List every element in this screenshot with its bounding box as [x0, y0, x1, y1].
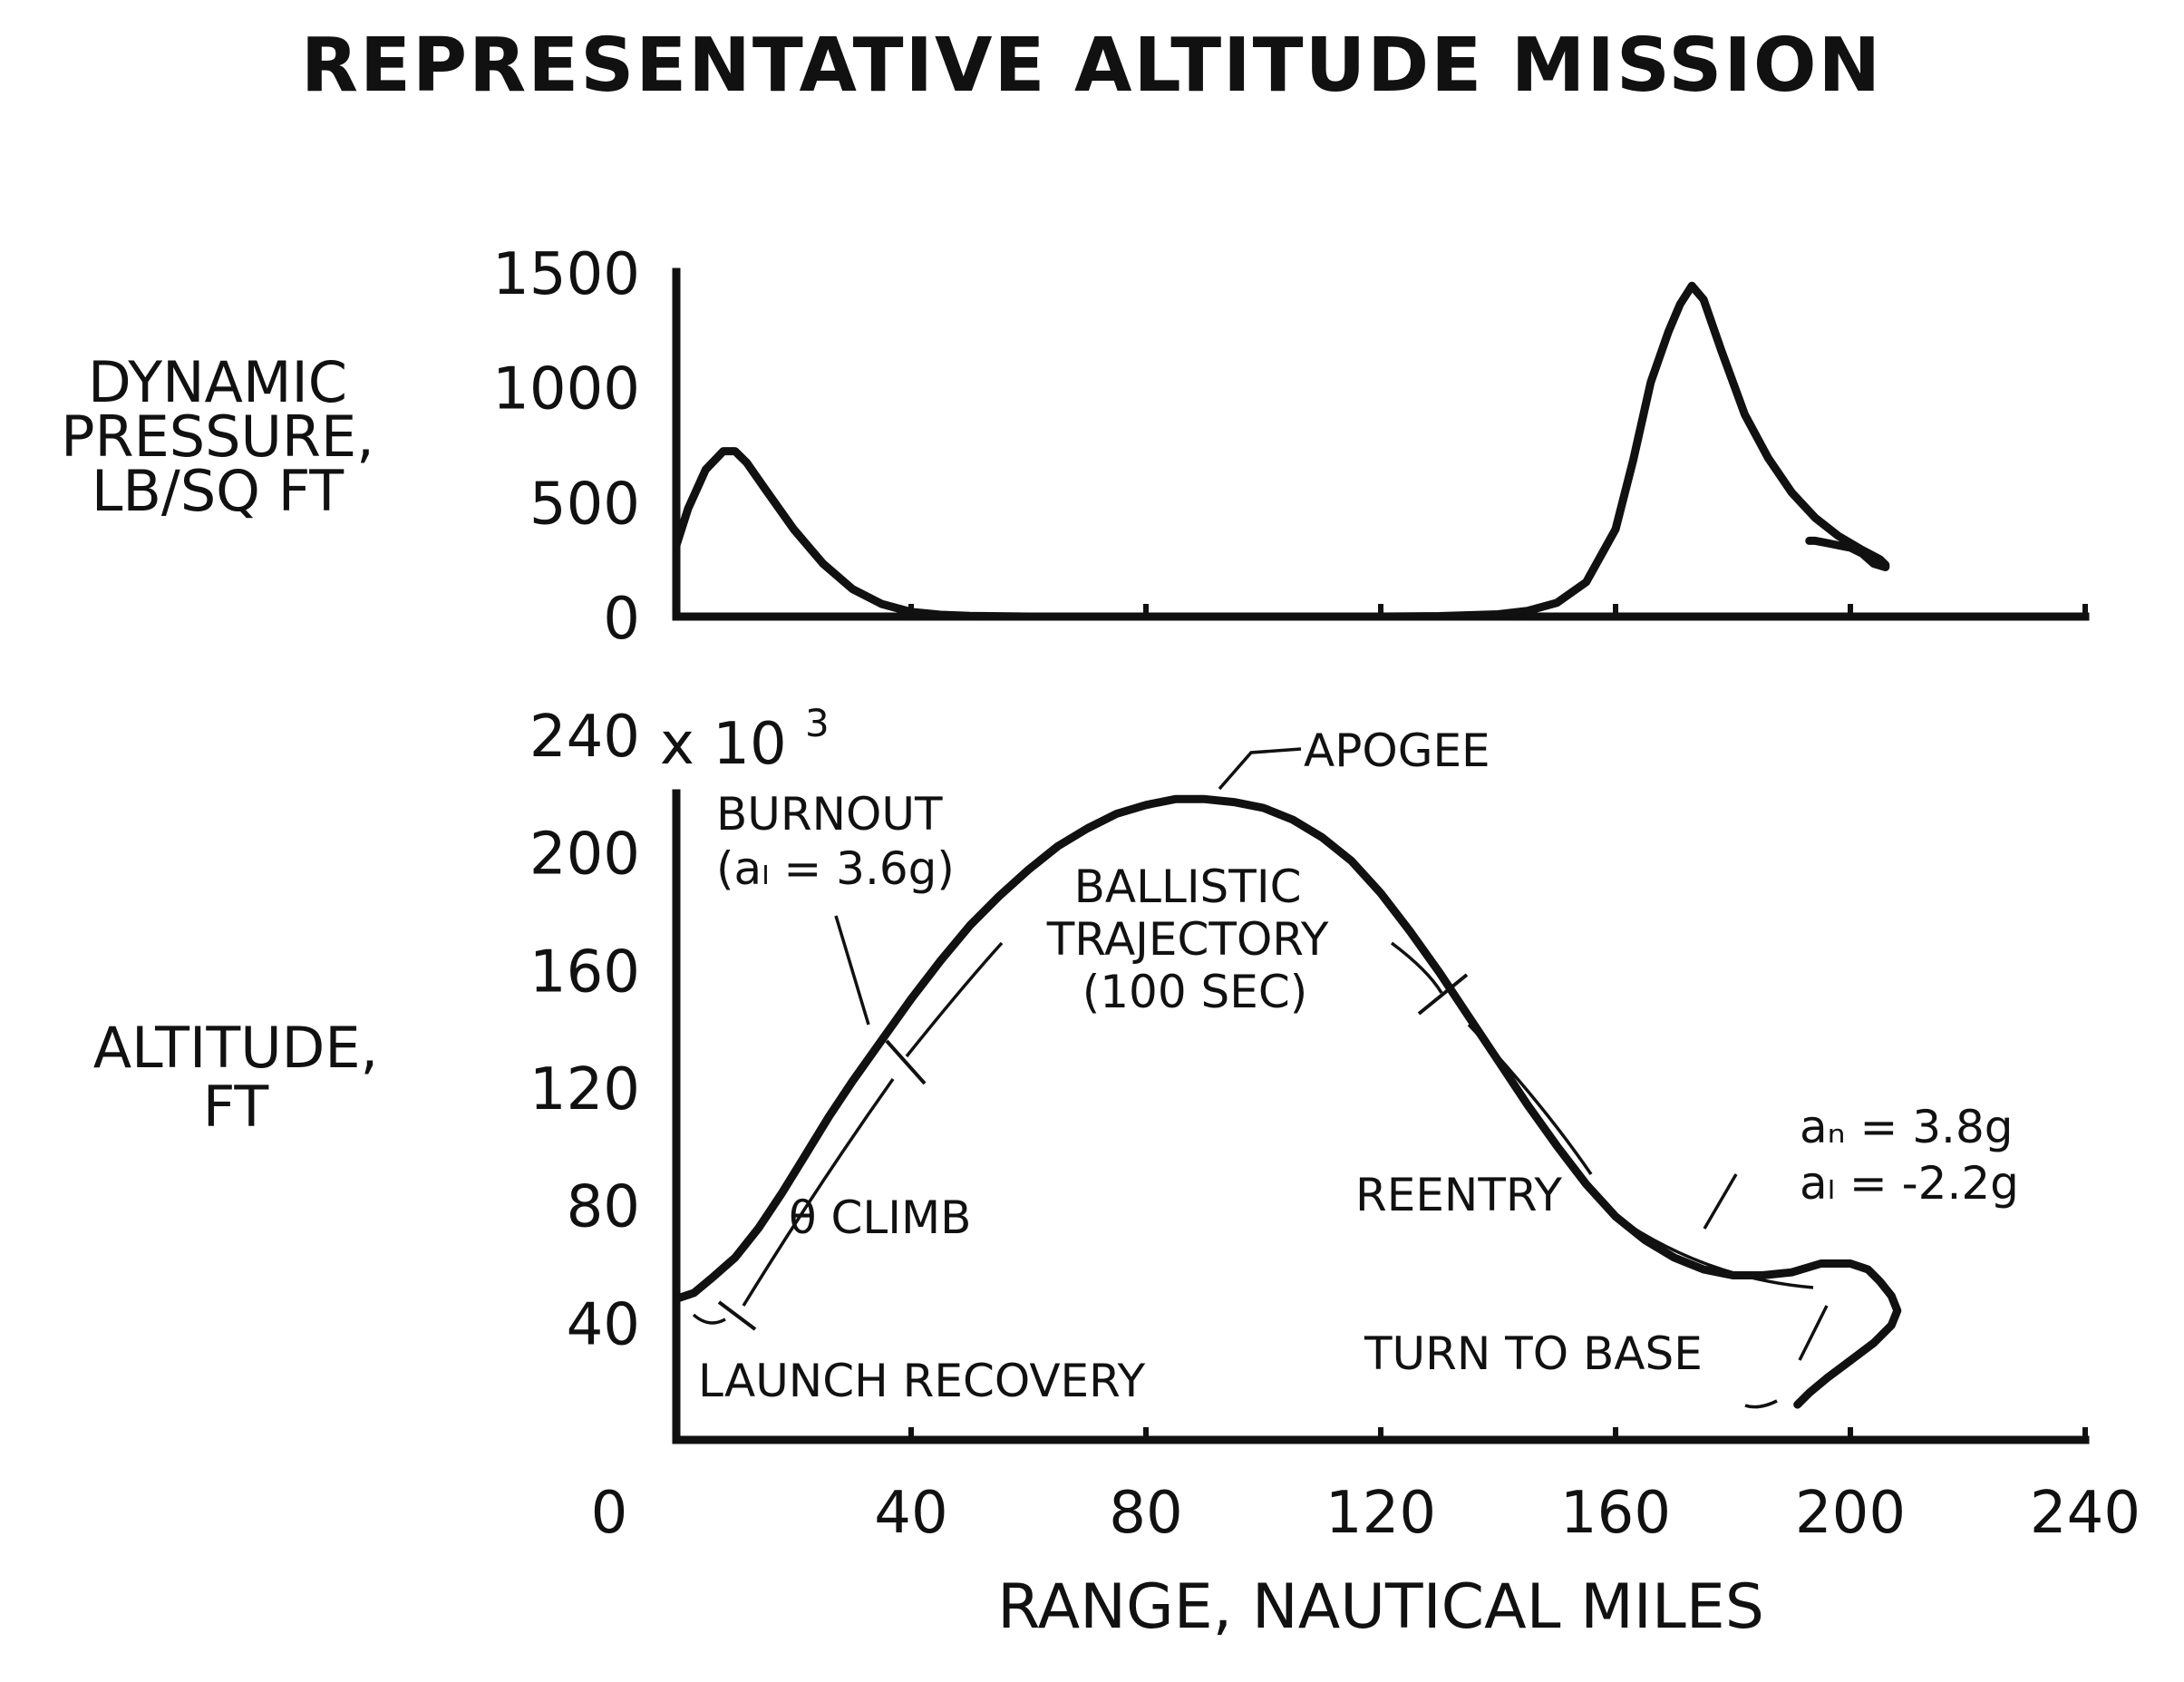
alt-x-tick-label: 120: [1325, 1480, 1436, 1547]
launch-recovery-leader: [692, 1313, 726, 1325]
annotation-ballistic-line: BALLISTIC: [1074, 860, 1302, 913]
alt-ylabel: ALTITUDE, FT: [93, 1015, 378, 1140]
annotation-apogee: APOGEE: [1304, 724, 1490, 777]
dp-y-tick-label: 500: [529, 471, 640, 538]
x-axis-label: RANGE, NAUTICAL MILES: [997, 1571, 1764, 1643]
dynamic-pressure-chart: DYNAMIC PRESSURE, LB/SQ FT 0 500 1000 1500: [61, 241, 2090, 653]
alt-series-line: [672, 794, 1902, 1409]
annotation-ballistic-line: (100 SEC): [1082, 966, 1308, 1018]
annotation-load-line: aₙ = 3.8g: [1800, 1101, 2014, 1153]
alt-y-tick-label: 120: [529, 1056, 640, 1123]
apogee-leader: [1218, 747, 1302, 791]
annotation-burnout-line: (aₗ = 3.6g): [716, 842, 955, 895]
annotation-climb: θ CLIMB: [789, 1191, 971, 1244]
reentry-bracket: [1612, 1213, 1814, 1289]
alt-y-multiplier-exp: 3: [805, 701, 830, 745]
annotation-load-factors: aₙ = 3.8g aₗ = -2.2g: [1800, 1101, 2027, 1210]
dp-y-ticks: 0 500 1000 1500: [492, 241, 640, 653]
dp-axes: [672, 267, 2090, 621]
alt-x-ticks: 0 40 80 120 160 200 240: [591, 1427, 2140, 1547]
annotation-reentry: REENTRY: [1355, 1169, 1562, 1221]
turn-to-base-leader: [1744, 1305, 1829, 1409]
annotations: APOGEE BURNOUT (aₗ = 3.6g) BALLISTIC TRA…: [692, 724, 2027, 1409]
climb-bracket: [742, 1077, 895, 1307]
burnout-leader: [834, 915, 870, 1026]
alt-x-tick-label: 240: [2030, 1480, 2140, 1547]
altitude-chart: ALTITUDE, FT 40 80 120 160 200 240 0 40 80 120 16…: [93, 701, 2140, 1643]
alt-y-ticks: 40 80 120 160 200 240: [529, 704, 640, 1358]
load-factor-leader: [1703, 1173, 1738, 1230]
ballistic-end-mark: [1417, 973, 1469, 1016]
annotation-load-line: aₗ = -2.2g: [1800, 1157, 2019, 1210]
dp-ylabel-line: DYNAMIC: [88, 349, 347, 415]
dp-series-line: [672, 281, 1890, 621]
alt-x-tick-label: 80: [1109, 1480, 1182, 1547]
annotation-ballistic-line: TRAJECTORY: [1046, 913, 1329, 966]
annotation-turn-to-base: TURN TO BASE: [1364, 1327, 1703, 1380]
chart-title: REPRESENTATIVE ALTITUDE MISSION: [301, 23, 1882, 109]
alt-y-multiplier-base: x 10: [660, 711, 787, 778]
reentry-leader: [1467, 1023, 1593, 1175]
dp-y-tick-label: 1500: [492, 241, 640, 308]
alt-x-tick-label: 40: [874, 1480, 947, 1547]
dp-ylabel-line: LB/SQ FT: [92, 458, 345, 524]
alt-axes: [672, 789, 2090, 1444]
alt-y-tick-label: 40: [567, 1291, 640, 1358]
annotation-launch-recovery: LAUNCH RECOVERY: [698, 1355, 1146, 1407]
annotation-ballistic: BALLISTIC TRAJECTORY (100 SEC): [1046, 860, 1344, 1018]
dp-y-tick-label: 0: [603, 586, 640, 653]
annotation-burnout-line: BURNOUT: [716, 788, 943, 841]
alt-y-tick-label: 240: [529, 704, 640, 771]
dp-ylabel-line: PRESSURE,: [61, 403, 374, 470]
ballistic-start-mark: [885, 1039, 927, 1085]
dp-ylabel: DYNAMIC PRESSURE, LB/SQ FT: [61, 349, 374, 524]
alt-y-tick-label: 80: [567, 1174, 640, 1241]
alt-x-tick-label: 200: [1795, 1480, 1906, 1547]
annotation-burnout: BURNOUT (aₗ = 3.6g): [716, 788, 956, 895]
dp-y-tick-label: 1000: [492, 356, 640, 423]
alt-y-multiplier: x 10 3: [660, 701, 830, 778]
ballistic-bracket: [905, 941, 1443, 1058]
alt-ylabel-line: FT: [203, 1074, 270, 1140]
alt-y-tick-label: 160: [529, 938, 640, 1006]
alt-y-tick-label: 200: [529, 822, 640, 889]
alt-ylabel-line: ALTITUDE,: [93, 1015, 378, 1081]
alt-x-tick-label: 160: [1560, 1480, 1671, 1547]
climb-start-mark: [717, 1300, 757, 1331]
alt-x-tick-label: 0: [591, 1480, 628, 1547]
